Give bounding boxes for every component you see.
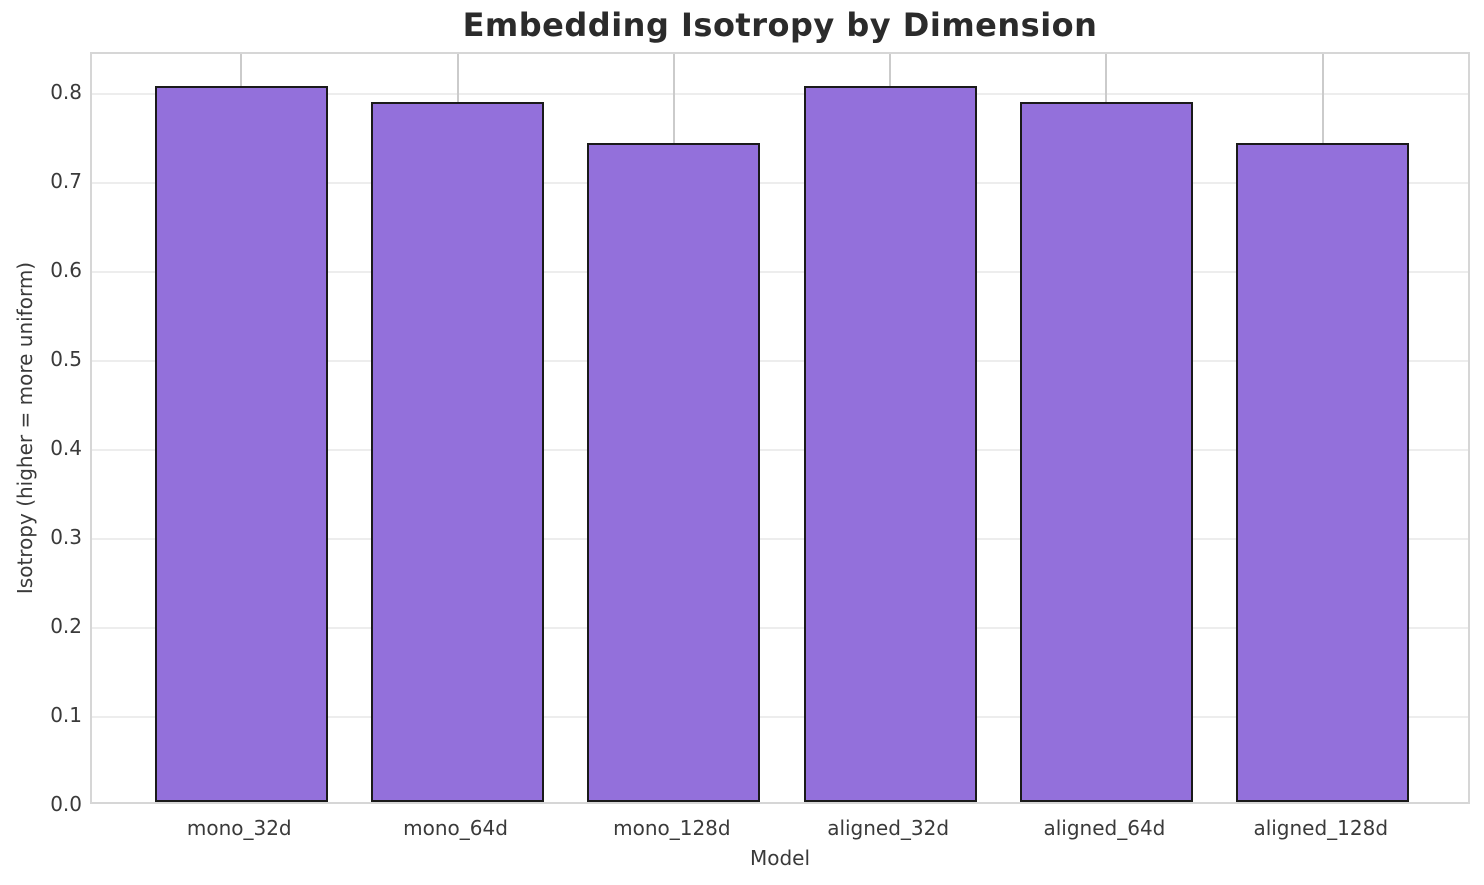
x-tick-label: mono_32d — [186, 816, 292, 840]
y-tick-label: 0.4 — [50, 436, 82, 461]
y-tick-label: 0.5 — [50, 347, 82, 372]
x-tick-label: aligned_128d — [1253, 816, 1389, 840]
y-tick-label: 0.2 — [50, 614, 82, 638]
y-tick-label: 0.3 — [50, 525, 82, 550]
y-gridline — [92, 360, 1468, 363]
bar-aligned_32d — [803, 85, 977, 802]
x-tick-label: mono_128d — [613, 816, 731, 840]
y-tick-label: 0.7 — [50, 169, 82, 194]
y-gridline — [92, 538, 1468, 541]
x-axis-label: Model — [749, 846, 811, 870]
y-gridline — [92, 449, 1468, 452]
y-gridline — [92, 627, 1468, 629]
y-gridline — [92, 93, 1468, 96]
plot-area — [90, 52, 1470, 804]
chart-title: Embedding Isotropy by Dimension — [462, 6, 1098, 44]
x-tick-label: aligned_64d — [1043, 816, 1166, 840]
y-tick-label: 0.0 — [50, 792, 82, 816]
x-tick-label: mono_64d — [403, 816, 508, 840]
y-tick-label: 0.8 — [50, 80, 82, 105]
y-gridline — [92, 716, 1468, 718]
bar-aligned_64d — [1019, 101, 1193, 802]
bar-mono_128d — [587, 143, 761, 802]
bar-aligned_128d — [1236, 143, 1410, 802]
y-gridline — [92, 271, 1468, 274]
y-tick-label: 0.6 — [50, 258, 82, 283]
x-tick-label: aligned_32d — [827, 816, 950, 840]
y-tick-label: 0.1 — [50, 703, 82, 727]
bar-mono_32d — [154, 85, 328, 802]
bar-mono_64d — [371, 101, 545, 802]
y-gridline — [92, 182, 1468, 185]
